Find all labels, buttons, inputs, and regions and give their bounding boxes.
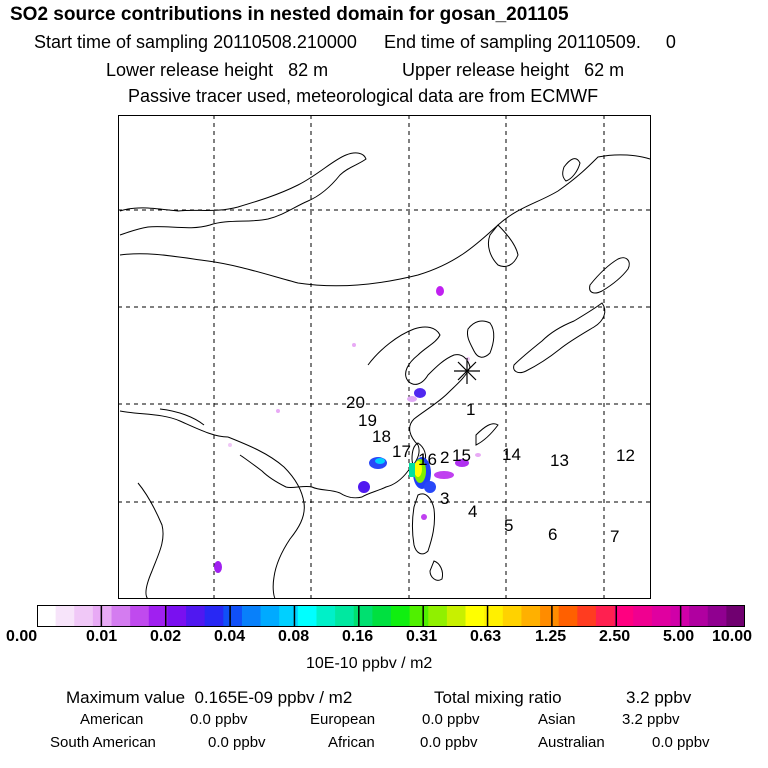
cb-tick-8: 1.25 <box>535 628 567 645</box>
cb-tick-0: 0.00 <box>6 628 38 645</box>
colorbar-cell <box>37 605 57 627</box>
colorbar-cell <box>260 605 280 627</box>
cb-tick-10: 5.00 <box>663 628 695 645</box>
region-label-16: 16 <box>418 450 437 469</box>
colorbar-cell <box>204 605 224 627</box>
colorbar-cell <box>428 605 448 627</box>
region-name-european: European <box>310 711 376 728</box>
upper-release-height: Upper release height 62 m <box>402 60 625 80</box>
region-name-south-american: South American <box>50 734 156 751</box>
colorbar-cell <box>279 605 299 627</box>
map-title: SO2 source contributions in nested domai… <box>10 4 569 25</box>
region-label-17: 17 <box>392 442 411 461</box>
colorbar-cell <box>614 605 634 627</box>
colorbar-cell <box>540 605 560 627</box>
start-time: Start time of sampling 20110508.210000 <box>34 32 357 52</box>
colorbar-cell <box>316 605 336 627</box>
total-mixing-value: 3.2 ppbv <box>626 688 692 707</box>
region-name-american: American <box>80 711 144 728</box>
colorbar-cell <box>111 605 131 627</box>
colorbar-cell <box>372 605 392 627</box>
colorbar-cell <box>186 605 206 627</box>
colorbar-cell <box>521 605 541 627</box>
colorbar-cells <box>37 605 745 627</box>
cb-tick-9: 2.50 <box>599 628 631 645</box>
cb-tick-7: 0.63 <box>470 628 502 645</box>
colorbar-cell <box>689 605 709 627</box>
region-label-3: 3 <box>440 489 449 508</box>
region-value-european: 0.0 ppbv <box>422 711 480 728</box>
total-mixing-label: Total mixing ratio <box>434 688 562 707</box>
region-label-20: 20 <box>346 393 365 412</box>
region-label-12: 12 <box>616 446 635 465</box>
cb-tick-1: 0.01 <box>86 628 118 645</box>
region-labels: 1 2 3 4 5 6 7 12 13 14 15 16 17 18 19 20 <box>346 393 635 546</box>
colorbar-cell <box>148 605 168 627</box>
colorbar-cell <box>595 605 615 627</box>
region-value-australian: 0.0 ppbv <box>652 734 710 751</box>
colorbar-cell <box>726 605 745 627</box>
coastlines <box>119 152 651 599</box>
cb-tick-3: 0.04 <box>214 628 246 645</box>
colorbar-cell <box>446 605 466 627</box>
cb-tick-11: 10.00 <box>712 628 753 645</box>
region-label-7: 7 <box>610 527 619 546</box>
cb-tick-6: 0.31 <box>406 628 438 645</box>
colorbar-cell <box>577 605 597 627</box>
region-name-asian: Asian <box>538 711 576 728</box>
colorbar-cell <box>651 605 671 627</box>
region-label-15: 15 <box>452 446 471 465</box>
max-value: Maximum value 0.165E-09 ppbv / m2 <box>66 688 353 707</box>
colorbar-cell <box>502 605 522 627</box>
colorbar-cell <box>55 605 75 627</box>
cb-tick-5: 0.16 <box>342 628 374 645</box>
colorbar-cell <box>223 605 243 627</box>
colorbar-cell <box>409 605 429 627</box>
colorbar-cell <box>484 605 504 627</box>
colorbar-cell <box>167 605 187 627</box>
region-label-2: 2 <box>440 448 449 467</box>
region-label-5: 5 <box>504 516 513 535</box>
cb-tick-4: 0.08 <box>278 628 310 645</box>
grid-lines <box>118 115 651 599</box>
colorbar-cell <box>74 605 94 627</box>
region-label-1: 1 <box>466 400 475 419</box>
region-label-14: 14 <box>502 445 521 464</box>
region-value-african: 0.0 ppbv <box>420 734 478 751</box>
region-label-13: 13 <box>550 451 569 470</box>
region-value-american: 0.0 ppbv <box>190 711 248 728</box>
colorbar-cell <box>465 605 485 627</box>
data-source-note: Passive tracer used, meteorological data… <box>128 86 599 106</box>
region-label-19: 19 <box>358 411 377 430</box>
colorbar-cell <box>335 605 355 627</box>
region-label-4: 4 <box>468 502 477 521</box>
colorbar-cell <box>707 605 727 627</box>
region-name-australian: Australian <box>538 734 605 751</box>
colorbar-cell <box>558 605 578 627</box>
colorbar <box>37 605 745 627</box>
region-label-18: 18 <box>372 427 391 446</box>
region-label-6: 6 <box>548 525 557 544</box>
colorbar-cell <box>633 605 653 627</box>
colorbar-cell <box>130 605 150 627</box>
region-name-african: African <box>328 734 375 751</box>
colorbar-cell <box>297 605 317 627</box>
region-value-south-american: 0.0 ppbv <box>208 734 266 751</box>
cb-tick-2: 0.02 <box>150 628 182 645</box>
colorbar-cell <box>241 605 261 627</box>
colorbar-cell <box>92 605 112 627</box>
colorbar-cell <box>353 605 373 627</box>
lower-release-height: Lower release height 82 m <box>106 60 329 80</box>
colorbar-cell <box>391 605 411 627</box>
colorbar-units: 10E-10 ppbv / m2 <box>306 655 433 672</box>
map-panel: 1 2 3 4 5 6 7 12 13 14 15 16 17 18 19 20 <box>118 115 651 599</box>
region-value-asian: 3.2 ppbv <box>622 711 680 728</box>
receptor-star <box>454 358 480 384</box>
concentration-blobs <box>214 286 481 573</box>
colorbar-ticks <box>100 605 682 627</box>
end-time: End time of sampling 20110509. 0 <box>384 32 676 52</box>
